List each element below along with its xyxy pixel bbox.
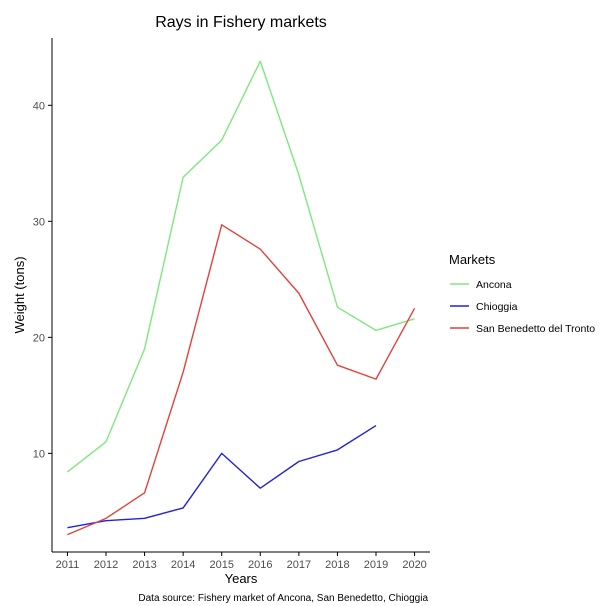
x-tick-label: 2012 xyxy=(94,559,118,571)
series-line-ancona xyxy=(66,60,415,473)
legend-label-san-benedetto-del-tronto: San Benedetto del Tronto xyxy=(476,323,595,335)
y-tick-label: 30 xyxy=(33,216,45,228)
y-tick-label: 20 xyxy=(33,332,45,344)
legend-label-ancona: Ancona xyxy=(476,279,512,291)
legend-items: Ancona Chioggia San Benedetto del Tronto xyxy=(450,279,595,335)
x-tick-label: 2013 xyxy=(132,559,156,571)
y-axis-label: Weight (tons) xyxy=(12,256,27,333)
y-tick-label: 40 xyxy=(33,100,45,112)
caption: Data source: Fishery market of Ancona, S… xyxy=(138,593,428,604)
x-tick-label: 2016 xyxy=(248,559,272,571)
x-tick-label: 2017 xyxy=(287,559,311,571)
x-tick-label: 2011 xyxy=(56,559,80,571)
legend-title: Markets xyxy=(449,252,496,267)
y-ticks: 10 20 30 40 xyxy=(33,100,52,460)
x-tick-label: 2019 xyxy=(364,559,388,571)
x-axis-label: Years xyxy=(225,571,258,586)
series-line-chioggia xyxy=(67,424,377,529)
legend: Markets Ancona Chioggia San Benedetto del … xyxy=(449,252,595,335)
x-tick-label: 2020 xyxy=(402,559,426,571)
legend-label-chioggia: Chioggia xyxy=(476,301,518,313)
series-layer xyxy=(66,60,416,536)
x-tick-label: 2014 xyxy=(171,559,195,571)
x-ticks: 2011 2012 2013 2014 2015 2016 2017 2018 2019 2020 xyxy=(56,552,427,571)
series-line-san-benedetto-del-tronto xyxy=(67,224,416,536)
x-tick-label: 2018 xyxy=(325,559,349,571)
y-tick-label: 10 xyxy=(33,448,45,460)
x-tick-label: 2015 xyxy=(209,559,233,571)
chart-title: Rays in Fishery markets xyxy=(155,14,327,31)
